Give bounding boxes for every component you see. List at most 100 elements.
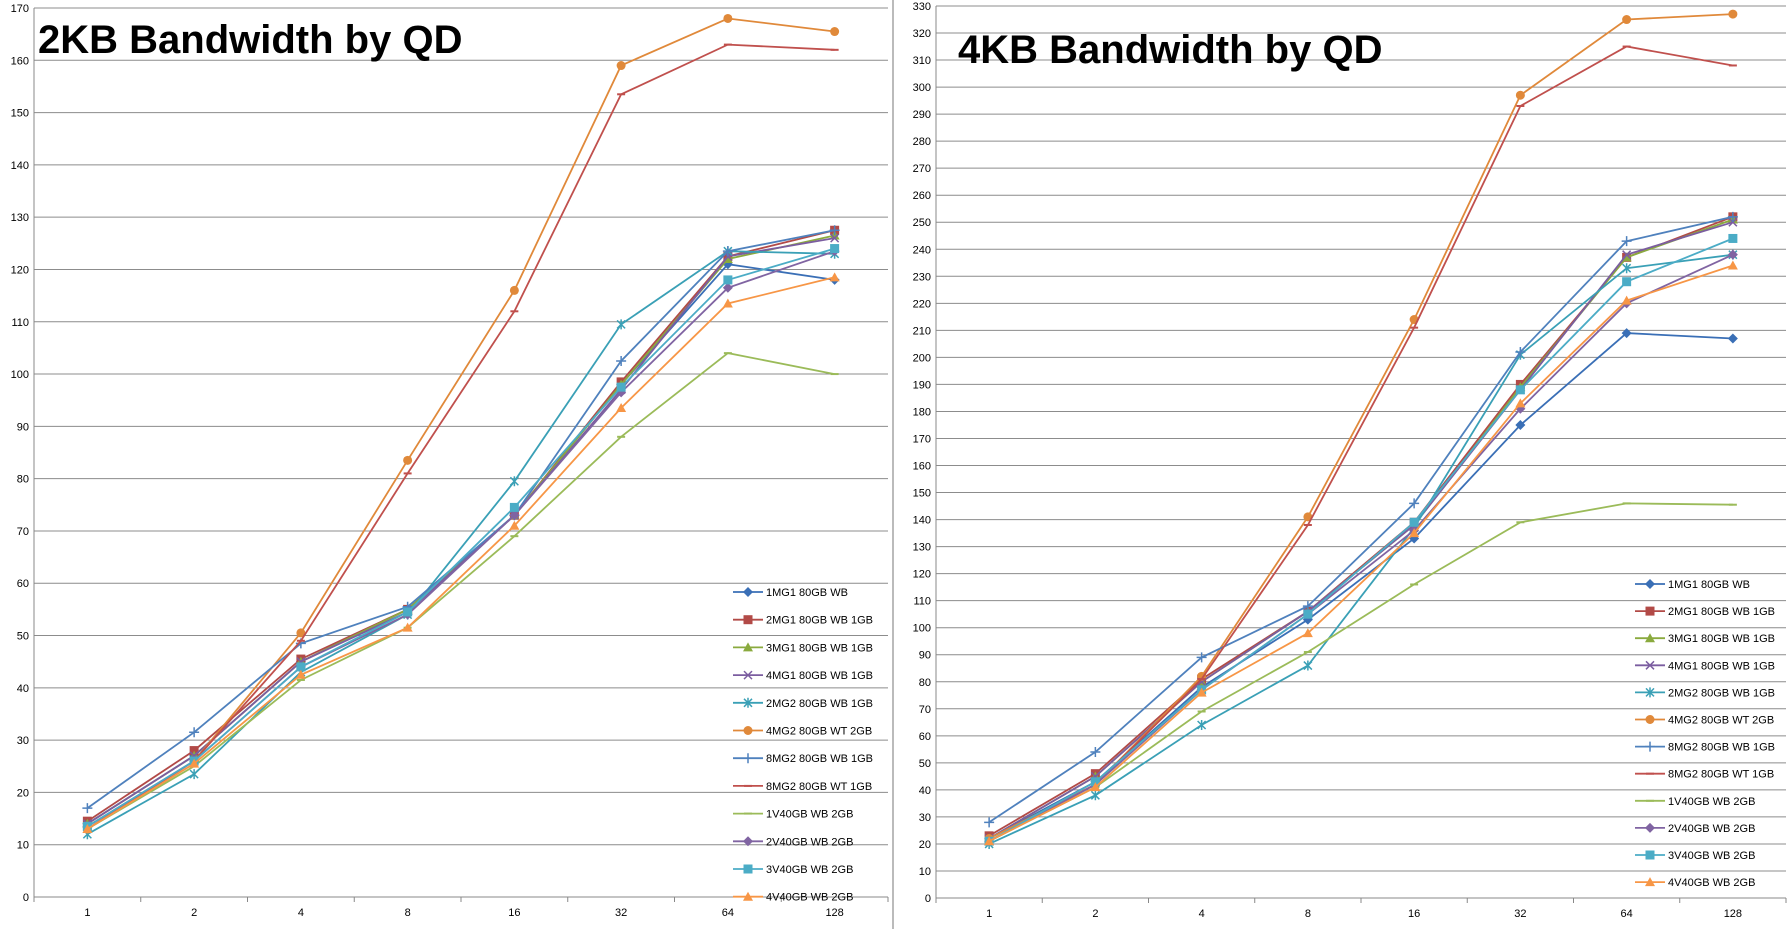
y-tick-label: 280 bbox=[913, 136, 931, 148]
y-tick-label: 110 bbox=[11, 317, 29, 329]
legend-item: 3MG1 80GB WB 1GB bbox=[733, 642, 873, 654]
series-line bbox=[86, 229, 835, 809]
legend-marker bbox=[1645, 579, 1655, 589]
data-point bbox=[1197, 720, 1207, 731]
data-point bbox=[830, 244, 840, 254]
data-point bbox=[829, 272, 840, 282]
data-point bbox=[1515, 385, 1525, 395]
chart-2kb-bandwidth: 0 10 20 30 40 50 60 70 80 90 100 110 120 130 140 150 160… bbox=[11, 3, 889, 919]
y-tick-label: 20 bbox=[17, 787, 29, 799]
data-point bbox=[1303, 609, 1313, 619]
x-tick-label: 128 bbox=[1724, 908, 1742, 920]
y-tick-label: 110 bbox=[913, 596, 931, 608]
data-point bbox=[1727, 260, 1738, 270]
legend-label: 8MG2 80GB WT 1GB bbox=[766, 781, 872, 793]
y-tick-label: 30 bbox=[17, 735, 29, 747]
legend-marker bbox=[743, 670, 753, 680]
legend-label: 2MG1 80GB WB 1GB bbox=[766, 615, 873, 627]
legend-item: 4MG2 80GB WT 2GB bbox=[733, 726, 872, 738]
y-tick-label: 90 bbox=[17, 421, 29, 433]
series-1mg1 bbox=[984, 328, 1738, 844]
data-point bbox=[1727, 249, 1738, 260]
x-tick-label: 64 bbox=[722, 907, 734, 919]
y-tick-label: 170 bbox=[913, 433, 931, 445]
series-3v40 bbox=[82, 244, 840, 831]
gridlines bbox=[936, 5, 1786, 872]
legend-marker bbox=[1645, 715, 1655, 724]
series-line bbox=[988, 237, 1734, 842]
data-point bbox=[1196, 687, 1207, 697]
data-point bbox=[722, 246, 733, 257]
y-tick-label: 270 bbox=[913, 163, 931, 175]
legend-label: 2V40GB WB 2GB bbox=[1668, 823, 1755, 835]
legend-marker bbox=[1645, 606, 1655, 616]
data-point bbox=[1728, 233, 1738, 243]
data-point bbox=[403, 607, 413, 617]
y-tick-label: 190 bbox=[913, 379, 931, 391]
data-point bbox=[1727, 211, 1738, 222]
legend-marker bbox=[743, 615, 753, 625]
data-point bbox=[984, 836, 995, 846]
y-tick-label: 80 bbox=[919, 677, 931, 689]
data-point bbox=[82, 824, 93, 834]
y-tick-label: 0 bbox=[23, 892, 29, 904]
legend-marker bbox=[743, 642, 753, 652]
data-point bbox=[830, 233, 840, 243]
data-point bbox=[295, 669, 306, 679]
y-tick-label: 120 bbox=[11, 264, 29, 276]
y-tick-label: 300 bbox=[913, 82, 931, 94]
legend-label: 2MG2 80GB WB 1GB bbox=[1668, 687, 1775, 699]
data-point bbox=[296, 662, 306, 672]
legend-label: 1MG1 80GB WB bbox=[766, 587, 848, 599]
data-point bbox=[1409, 528, 1420, 538]
y-tick-label: 130 bbox=[913, 542, 931, 554]
legend-marker bbox=[743, 697, 753, 708]
data-point bbox=[509, 510, 520, 521]
data-point bbox=[1621, 236, 1632, 247]
legend-item: 8MG2 80GB WT 1GB bbox=[1635, 769, 1774, 781]
x-tick-label: 1 bbox=[84, 907, 90, 919]
legend-label: 3V40GB WB 2GB bbox=[1668, 850, 1755, 862]
legend-item: 1V40GB WB 2GB bbox=[733, 809, 853, 821]
data-point bbox=[1621, 295, 1632, 305]
series-4v40 bbox=[984, 260, 1738, 846]
legend-item: 4MG1 80GB WB 1GB bbox=[1635, 660, 1775, 672]
x-tick-label: 32 bbox=[615, 907, 627, 919]
data-point bbox=[1622, 263, 1632, 274]
series-line bbox=[988, 215, 1734, 824]
data-point bbox=[296, 628, 306, 638]
chart-4kb-bandwidth: 0 10 20 30 40 50 60 70 80 90 100 110 120 130 140 150 160… bbox=[913, 1, 1787, 920]
y-tick-label: 230 bbox=[913, 271, 931, 283]
data-point bbox=[722, 282, 733, 293]
data-point bbox=[984, 817, 995, 828]
x-tick-label: 128 bbox=[825, 907, 843, 919]
series-2mg2 bbox=[984, 249, 1738, 849]
data-point bbox=[616, 382, 626, 392]
legend-item: 3V40GB WB 2GB bbox=[733, 864, 853, 876]
y-tick-label: 100 bbox=[11, 369, 29, 381]
x-tick-label: 16 bbox=[508, 907, 520, 919]
legend-item: 2MG2 80GB WB 1GB bbox=[1635, 687, 1775, 699]
y-tick-label: 0 bbox=[925, 893, 931, 905]
legend-marker bbox=[743, 891, 753, 901]
y-tick-label: 310 bbox=[913, 55, 931, 67]
data-point bbox=[616, 355, 627, 366]
y-tick-label: 90 bbox=[919, 650, 931, 662]
series-line bbox=[86, 229, 835, 822]
series-line bbox=[988, 221, 1734, 840]
series-3mg1 bbox=[82, 230, 840, 828]
data-point bbox=[1727, 333, 1738, 344]
series-2v40 bbox=[984, 249, 1738, 847]
legend-item: 8MG2 80GB WT 1GB bbox=[733, 781, 872, 793]
series-1mg1 bbox=[82, 259, 840, 829]
legend-item: 8MG2 80GB WB 1GB bbox=[1635, 742, 1775, 754]
data-point bbox=[1303, 660, 1313, 671]
legend-item: 1V40GB WB 2GB bbox=[1635, 796, 1755, 808]
legend-marker bbox=[743, 836, 753, 847]
y-tick-label: 50 bbox=[17, 631, 29, 643]
y-tick-label: 160 bbox=[11, 55, 29, 67]
legend-marker bbox=[1645, 687, 1655, 698]
y-tick-label: 220 bbox=[913, 298, 931, 310]
data-point bbox=[1728, 217, 1738, 227]
data-point bbox=[1622, 15, 1632, 25]
